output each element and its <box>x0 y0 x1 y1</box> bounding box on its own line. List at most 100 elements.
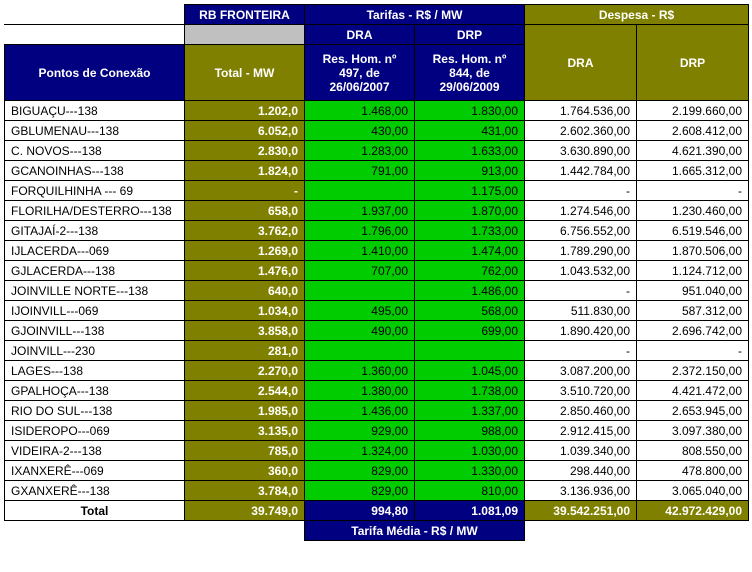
row-despesa-drp: 2.199.660,00 <box>637 101 749 121</box>
row-tarifa-dra: 495,00 <box>305 301 415 321</box>
row-despesa-dra: 2.912.415,00 <box>525 421 637 441</box>
row-despesa-drp: - <box>637 341 749 361</box>
row-total: 3.858,0 <box>185 321 305 341</box>
row-total: 1.476,0 <box>185 261 305 281</box>
hdr-res-dra: Res. Hom. nº 497, de 26/06/2007 <box>305 45 415 101</box>
row-tarifa-drp: 1.633,00 <box>415 141 525 161</box>
table-row: RIO DO SUL---1381.985,01.436,001.337,002… <box>5 401 749 421</box>
row-tarifa-drp: 1.330,00 <box>415 461 525 481</box>
table-row: IJLACERDA---0691.269,01.410,001.474,001.… <box>5 241 749 261</box>
row-tarifa-dra <box>305 181 415 201</box>
row-despesa-drp: 3.097.380,00 <box>637 421 749 441</box>
row-tarifa-dra: 430,00 <box>305 121 415 141</box>
row-tarifa-drp: 762,00 <box>415 261 525 281</box>
hdr-res-drp: Res. Hom. nº 844, de 29/06/2009 <box>415 45 525 101</box>
row-label: FORQUILHINHA --- 69 <box>5 181 185 201</box>
table-row: GJOINVILL---1383.858,0490,00699,001.890.… <box>5 321 749 341</box>
row-despesa-dra: 1.039.340,00 <box>525 441 637 461</box>
row-tarifa-dra: 1.360,00 <box>305 361 415 381</box>
row-despesa-drp: - <box>637 181 749 201</box>
table-row: GPALHOÇA---1382.544,01.380,001.738,003.5… <box>5 381 749 401</box>
hdr-pontos: Pontos de Conexão <box>5 45 185 101</box>
row-despesa-dra: 3.630.890,00 <box>525 141 637 161</box>
row-tarifa-dra: 707,00 <box>305 261 415 281</box>
row-tarifa-dra: 829,00 <box>305 461 415 481</box>
row-total: 1.202,0 <box>185 101 305 121</box>
row-despesa-dra: 2.850.460,00 <box>525 401 637 421</box>
row-despesa-dra: 1.890.420,00 <box>525 321 637 341</box>
row-total: 2.270,0 <box>185 361 305 381</box>
hdr-tarifas: Tarifas - R$ / MW <box>305 5 525 25</box>
hdr-drp-despesa: DRP <box>637 25 749 101</box>
row-tarifa-dra: 1.410,00 <box>305 241 415 261</box>
row-tarifa-dra: 1.436,00 <box>305 401 415 421</box>
row-despesa-drp: 1.230.460,00 <box>637 201 749 221</box>
row-tarifa-drp: 810,00 <box>415 481 525 501</box>
row-tarifa-dra <box>305 341 415 361</box>
row-label: GCANOINHAS---138 <box>5 161 185 181</box>
row-despesa-dra: - <box>525 281 637 301</box>
table-row: C. NOVOS---1382.830,01.283,001.633,003.6… <box>5 141 749 161</box>
row-despesa-drp: 4.621.390,00 <box>637 141 749 161</box>
main-table: RB FRONTEIRA Tarifas - R$ / MW Despesa -… <box>4 4 749 541</box>
row-despesa-drp: 1.870.506,00 <box>637 241 749 261</box>
row-tarifa-drp: 568,00 <box>415 301 525 321</box>
row-despesa-dra: 1.043.532,00 <box>525 261 637 281</box>
row-tarifa-drp: 699,00 <box>415 321 525 341</box>
row-despesa-dra: 1.764.536,00 <box>525 101 637 121</box>
row-tarifa-dra: 1.937,00 <box>305 201 415 221</box>
row-despesa-drp: 1.124.712,00 <box>637 261 749 281</box>
footer-tarifa-media: Tarifa Média - R$ / MW <box>305 521 525 541</box>
table-row: GCANOINHAS---1381.824,0791,00913,001.442… <box>5 161 749 181</box>
row-despesa-dra: - <box>525 181 637 201</box>
footer-ddra: 39.542.251,00 <box>525 501 637 521</box>
row-despesa-drp: 2.608.412,00 <box>637 121 749 141</box>
row-tarifa-dra: 829,00 <box>305 481 415 501</box>
row-tarifa-dra: 1.324,00 <box>305 441 415 461</box>
table-header: RB FRONTEIRA Tarifas - R$ / MW Despesa -… <box>5 5 749 101</box>
row-total: 3.135,0 <box>185 421 305 441</box>
row-despesa-dra: 3.510.720,00 <box>525 381 637 401</box>
row-despesa-dra: 2.602.360,00 <box>525 121 637 141</box>
row-despesa-drp: 808.550,00 <box>637 441 749 461</box>
row-label: GPALHOÇA---138 <box>5 381 185 401</box>
row-despesa-drp: 478.800,00 <box>637 461 749 481</box>
row-tarifa-drp <box>415 341 525 361</box>
footer-ddrp: 42.972.429,00 <box>637 501 749 521</box>
row-tarifa-dra: 1.380,00 <box>305 381 415 401</box>
row-tarifa-drp: 1.830,00 <box>415 101 525 121</box>
table-body: BIGUAÇU---1381.202,01.468,001.830,001.76… <box>5 101 749 501</box>
row-despesa-drp: 4.421.472,00 <box>637 381 749 401</box>
row-despesa-drp: 3.065.040,00 <box>637 481 749 501</box>
row-tarifa-dra <box>305 281 415 301</box>
hdr-dra-despesa: DRA <box>525 25 637 101</box>
row-despesa-dra: 511.830,00 <box>525 301 637 321</box>
table-row: IXANXERÊ---069360,0829,001.330,00298.440… <box>5 461 749 481</box>
row-total: 1.269,0 <box>185 241 305 261</box>
row-label: GJOINVILL---138 <box>5 321 185 341</box>
footer-label: Total <box>5 501 185 521</box>
table-row: FORQUILHINHA --- 69-1.175,00-- <box>5 181 749 201</box>
row-total: 785,0 <box>185 441 305 461</box>
hdr-total-mw: Total - MW <box>185 45 305 101</box>
footer-total: 39.749,0 <box>185 501 305 521</box>
row-total: - <box>185 181 305 201</box>
row-despesa-drp: 2.372.150,00 <box>637 361 749 381</box>
row-label: VIDEIRA-2---138 <box>5 441 185 461</box>
hdr-rb-fronteira: RB FRONTEIRA <box>185 5 305 25</box>
row-label: LAGES---138 <box>5 361 185 381</box>
row-label: ISIDEROPO---069 <box>5 421 185 441</box>
table-row: JOINVILLE NORTE---138640,01.486,00-951.0… <box>5 281 749 301</box>
row-total: 1.034,0 <box>185 301 305 321</box>
table-row: GXANXERÊ---1383.784,0829,00810,003.136.9… <box>5 481 749 501</box>
table-row: LAGES---1382.270,01.360,001.045,003.087.… <box>5 361 749 381</box>
row-despesa-dra: 1.274.546,00 <box>525 201 637 221</box>
row-total: 360,0 <box>185 461 305 481</box>
row-despesa-dra: 1.442.784,00 <box>525 161 637 181</box>
row-label: GXANXERÊ---138 <box>5 481 185 501</box>
row-label: JOINVILL---230 <box>5 341 185 361</box>
hdr-gray-cell <box>185 25 305 45</box>
row-despesa-drp: 2.696.742,00 <box>637 321 749 341</box>
row-despesa-dra: - <box>525 341 637 361</box>
row-despesa-dra: 3.087.200,00 <box>525 361 637 381</box>
